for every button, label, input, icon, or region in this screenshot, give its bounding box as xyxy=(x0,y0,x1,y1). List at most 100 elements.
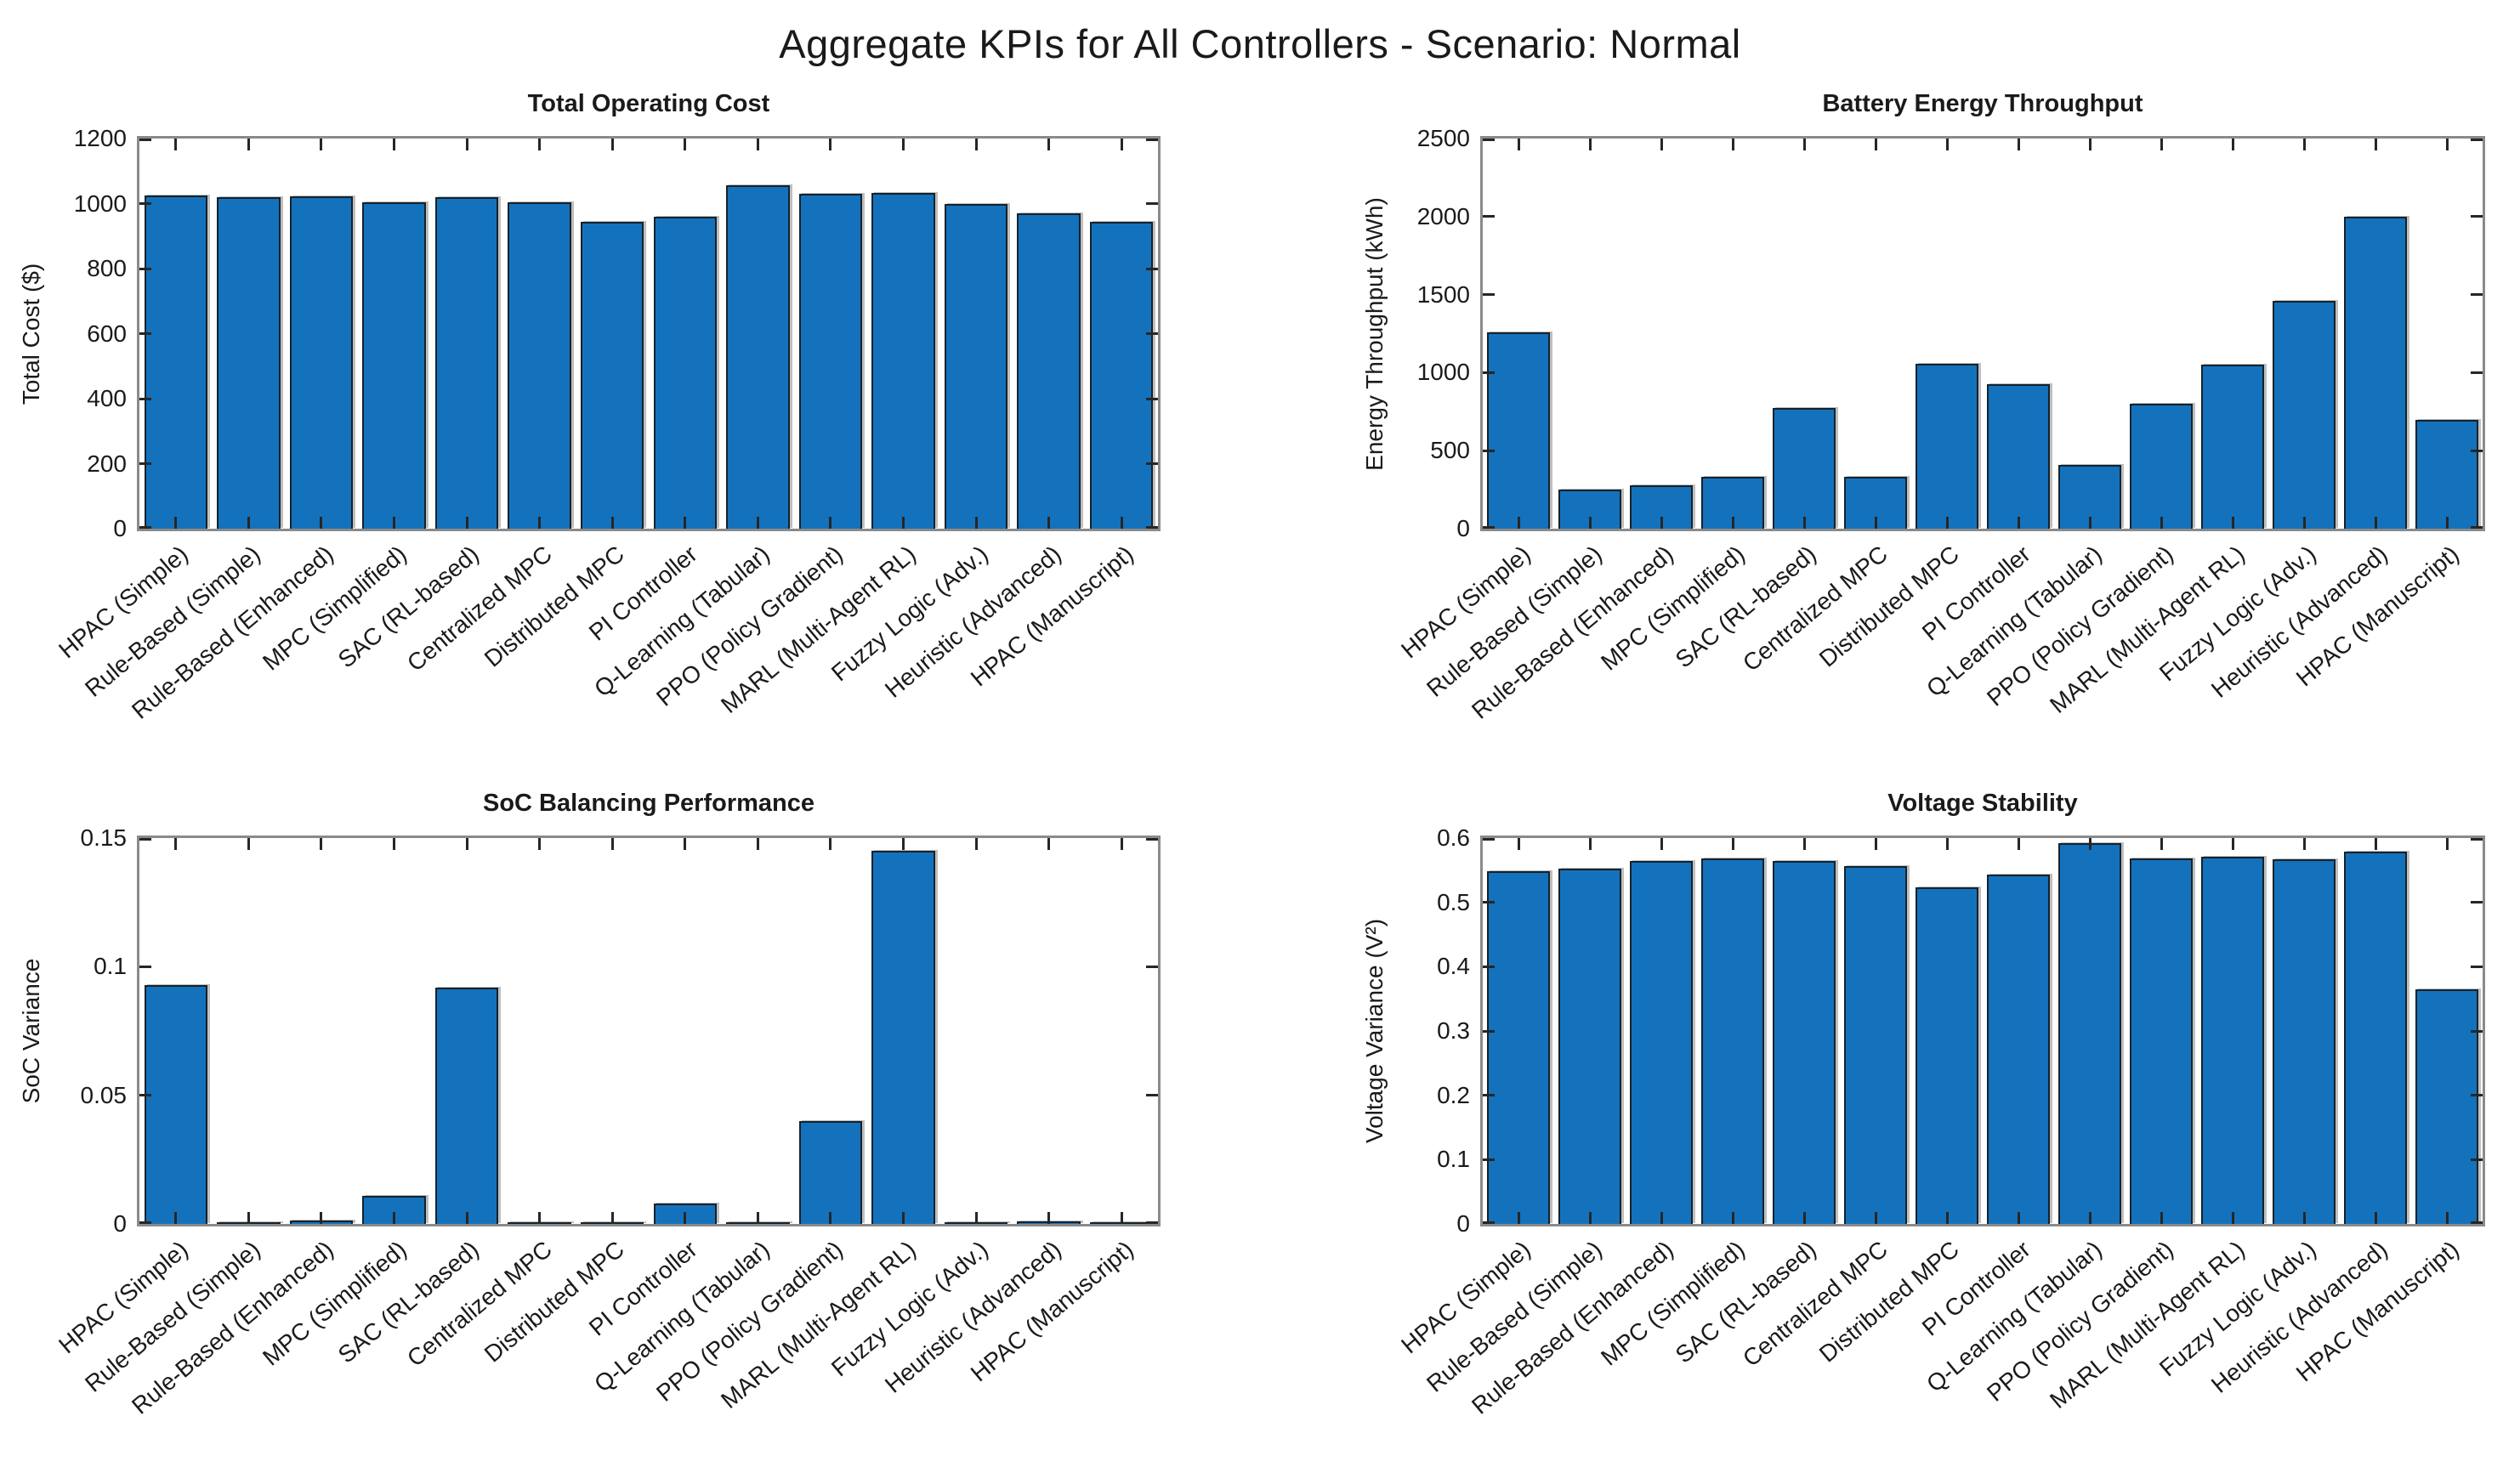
y-tick-label: 0 xyxy=(113,1210,127,1237)
x-tick-mark xyxy=(2017,1212,2020,1224)
x-tick-mark xyxy=(174,517,178,529)
x-tick-mark xyxy=(2088,517,2091,529)
y-tick-mark xyxy=(2471,371,2483,374)
y-tick-mark xyxy=(139,332,151,335)
x-tick-mark xyxy=(684,838,687,850)
y-tick-label: 0.1 xyxy=(94,953,127,980)
x-tick-mark xyxy=(2088,1212,2091,1224)
x-tick-mark xyxy=(320,139,323,150)
bar xyxy=(2273,300,2336,529)
chart-title: Voltage Stability xyxy=(1887,790,2078,817)
chart-total-operating-cost: Total Operating Cost Total Cost ($) 0 200… xyxy=(18,90,1161,724)
y-tick-mark xyxy=(2471,1158,2483,1161)
bar xyxy=(2130,858,2193,1224)
y-tick-label: 0.15 xyxy=(80,824,128,851)
bar xyxy=(871,851,935,1224)
bar xyxy=(871,193,935,529)
x-tick-mark xyxy=(902,838,905,850)
bar xyxy=(1017,212,1081,529)
x-tick-mark xyxy=(247,517,250,529)
y-tick-mark xyxy=(139,526,151,529)
y-tick-mark xyxy=(139,139,151,141)
y-tick-mark xyxy=(2471,1221,2483,1224)
x-tick-mark xyxy=(2231,517,2234,529)
x-tick-mark xyxy=(2088,139,2091,150)
x-tick-mark xyxy=(756,139,759,150)
x-tick-mark xyxy=(2374,1212,2377,1224)
x-tick-mark xyxy=(2231,139,2234,150)
x-tick-mark xyxy=(2445,838,2449,850)
plot-area: 0 200 400 600 800 1000 1200 HPAC (Simple) Rule-B… xyxy=(54,126,1161,724)
x-tick-mark xyxy=(2374,838,2377,850)
x-tick-mark xyxy=(1874,1212,1877,1224)
y-tick-mark xyxy=(1146,1221,1158,1224)
x-tick-mark xyxy=(1588,517,1592,529)
bar xyxy=(944,203,1008,529)
y-tick-mark xyxy=(2471,965,2483,968)
x-tick-mark xyxy=(902,517,905,529)
bar xyxy=(1558,868,1621,1224)
y-tick-mark xyxy=(139,397,151,400)
y-tick-mark xyxy=(139,1221,151,1224)
y-tick-label: 2500 xyxy=(1416,125,1470,151)
bar xyxy=(2344,851,2407,1224)
chart-title: Battery Energy Throughput xyxy=(1822,90,2143,117)
x-tick-mark xyxy=(538,1212,542,1224)
x-tick-mark xyxy=(2445,1212,2449,1224)
x-tick-mark xyxy=(1120,139,1123,150)
x-tick-mark xyxy=(2160,139,2163,150)
y-tick-mark xyxy=(1483,965,1495,968)
y-tick-label: 0 xyxy=(1456,515,1470,541)
bar xyxy=(2201,856,2264,1224)
bar xyxy=(580,221,644,529)
x-tick-mark xyxy=(174,139,178,150)
y-axis-label: Energy Throughput (kWh) xyxy=(1361,196,1388,471)
x-tick-mark xyxy=(1047,139,1051,150)
x-tick-mark xyxy=(1945,139,1949,150)
x-tick-mark xyxy=(974,838,978,850)
bar xyxy=(1987,875,2050,1224)
x-tick-mark xyxy=(320,838,323,850)
y-tick-mark xyxy=(1483,838,1495,841)
x-tick-mark xyxy=(247,838,250,850)
x-tick-mark xyxy=(320,517,323,529)
x-tick-mark xyxy=(393,517,395,529)
x-tick-mark xyxy=(1047,838,1051,850)
x-tick-mark xyxy=(684,1212,687,1224)
x-tick-mark xyxy=(974,1212,978,1224)
y-tick-mark xyxy=(1146,965,1158,968)
y-tick-label: 1500 xyxy=(1416,280,1470,308)
x-tick-mark xyxy=(756,1212,759,1224)
chart-title: SoC Balancing Performance xyxy=(483,790,814,817)
y-tick-mark xyxy=(2471,293,2483,297)
y-tick-mark xyxy=(2471,901,2483,904)
x-tick-mark xyxy=(2160,1212,2163,1224)
x-tick-mark xyxy=(2445,517,2449,529)
x-tick-mark xyxy=(247,139,250,150)
y-tick-mark xyxy=(2471,526,2483,529)
bar xyxy=(2344,216,2407,529)
x-tick-mark xyxy=(756,838,759,850)
x-tick-mark xyxy=(2231,838,2234,850)
x-tick-mark xyxy=(902,1212,905,1224)
x-tick-mark xyxy=(174,1212,178,1224)
x-tick-mark xyxy=(974,517,978,529)
y-tick-mark xyxy=(1483,139,1495,141)
bar xyxy=(1089,221,1154,529)
bar xyxy=(508,201,571,529)
y-tick-mark xyxy=(2471,1029,2483,1033)
x-tick-mark xyxy=(1874,139,1877,150)
x-tick-mark xyxy=(2374,139,2377,150)
y-tick-mark xyxy=(1483,293,1495,297)
y-tick-mark xyxy=(1483,1158,1495,1161)
bar xyxy=(2058,843,2121,1224)
bar xyxy=(1916,364,1978,529)
y-tick-label: 0.1 xyxy=(1437,1146,1470,1173)
y-tick-mark xyxy=(2471,838,2483,841)
x-tick-mark xyxy=(2302,838,2306,850)
x-tick-mark xyxy=(393,1212,395,1224)
x-tick-mark xyxy=(2160,517,2163,529)
x-tick-mark xyxy=(1517,139,1520,150)
x-tick-mark xyxy=(610,139,614,150)
x-tick-mark xyxy=(393,139,395,150)
